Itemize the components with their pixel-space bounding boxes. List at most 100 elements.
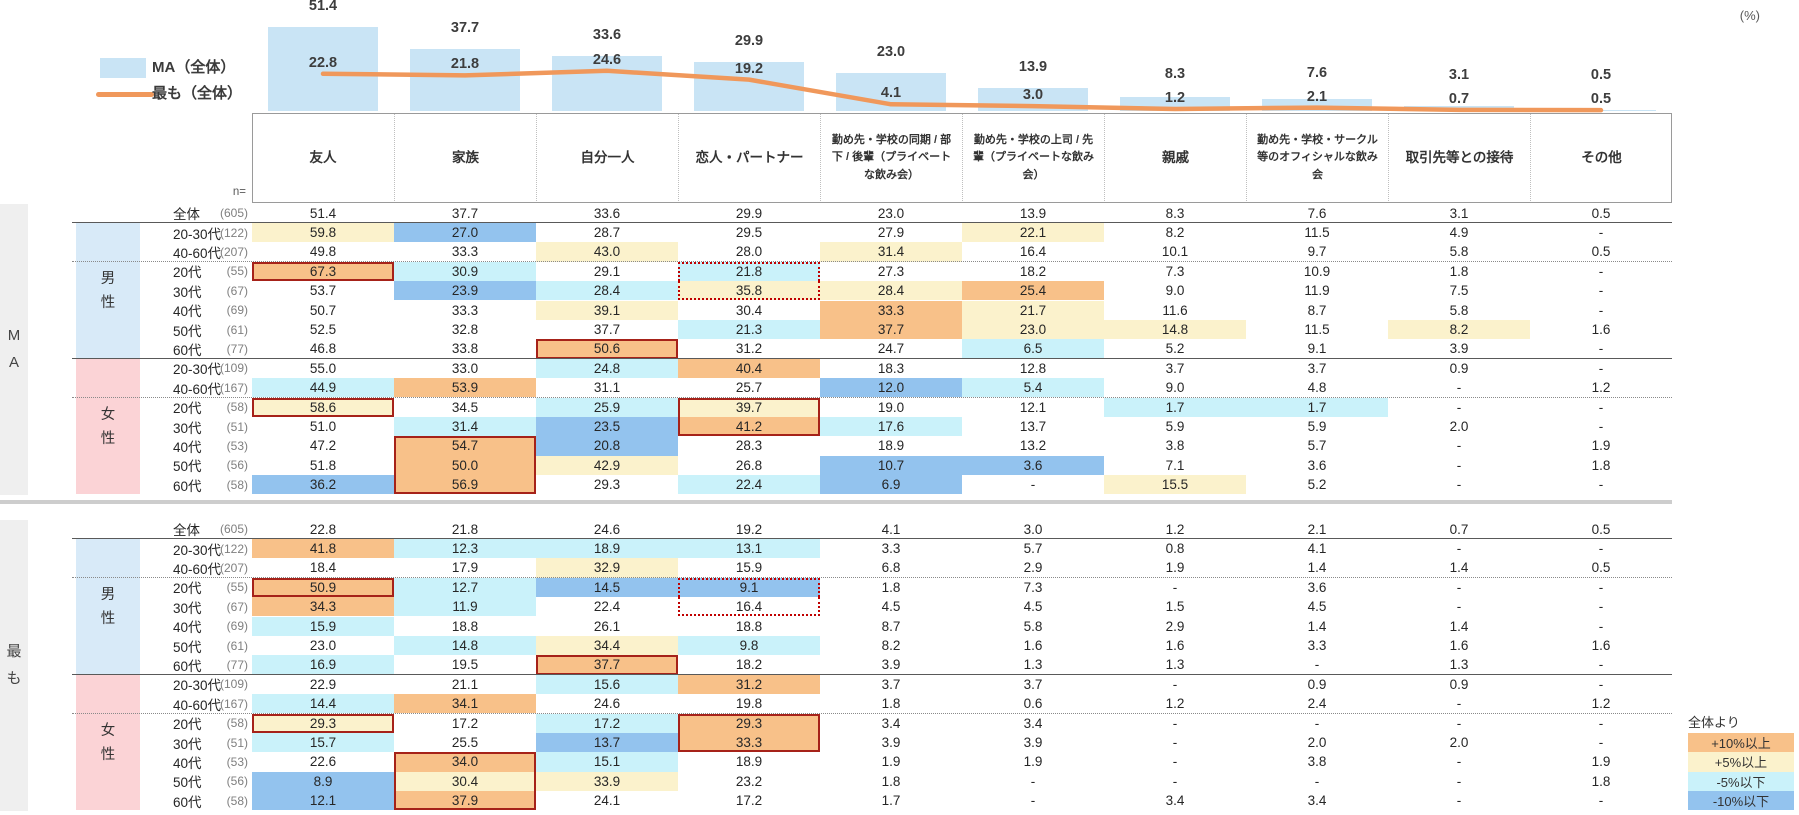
bar-value-label: 29.9 <box>734 33 764 50</box>
cell-value: 15.9 <box>735 560 763 576</box>
row-n-count: (167) <box>219 380 248 395</box>
cell-highlight <box>252 713 394 733</box>
cell-value: 1.3 <box>1449 657 1469 673</box>
cell-value: 37.7 <box>593 657 621 673</box>
row-n-count: (207) <box>219 560 248 575</box>
cell-highlight <box>962 281 1104 301</box>
row-n-count: (51) <box>226 735 248 750</box>
cell-value: - <box>1598 225 1604 241</box>
cell-value: 21.8 <box>735 263 763 279</box>
row-label: 20代 <box>173 717 202 733</box>
cell-value: 53.7 <box>309 283 337 299</box>
cell-highlight <box>536 752 678 772</box>
cell-red-box <box>394 436 536 456</box>
column-header: 友人 <box>309 150 337 166</box>
cell-value: 17.2 <box>593 715 621 731</box>
row-n-count: (69) <box>226 303 248 318</box>
cell-highlight <box>394 635 536 656</box>
row-label: 60代 <box>173 343 202 358</box>
cell-value: 15.9 <box>309 618 337 634</box>
cell-value: 2.9 <box>1023 560 1043 576</box>
cell-value: 21.8 <box>451 521 479 537</box>
cell-value: 9.8 <box>739 638 759 654</box>
row-label: 20代 <box>173 581 202 597</box>
row-label: 50代 <box>173 459 202 475</box>
cell-value: 1.6 <box>1449 638 1469 654</box>
cell-value: 3.7 <box>881 676 901 692</box>
cell-highlight <box>252 732 394 753</box>
cell-red-box <box>536 655 678 675</box>
highlight-legend-title: 全体より <box>1688 715 1740 730</box>
cell-value: 2.4 <box>1307 696 1327 712</box>
cell-value: 33.0 <box>451 360 479 376</box>
row-n-count: (109) <box>219 361 248 376</box>
cell-value: 33.9 <box>593 773 621 789</box>
cell-highlight <box>536 242 678 262</box>
cell-red-box <box>394 455 536 476</box>
row-n-count: (58) <box>226 716 248 731</box>
cell-highlight <box>678 577 820 598</box>
cell-value: 33.3 <box>451 302 479 318</box>
cell-value: 4.5 <box>881 599 901 615</box>
cell-value: - <box>1030 773 1036 789</box>
row-label: 20代 <box>173 401 202 417</box>
row-separator <box>72 576 1672 578</box>
cell-value: 4.8 <box>1307 380 1327 396</box>
male-group-label: 男 性 <box>100 270 116 311</box>
cell-red-box <box>252 577 394 598</box>
cell-highlight <box>536 538 678 559</box>
cell-value: 27.9 <box>877 225 905 241</box>
cell-value: 0.9 <box>1449 360 1469 376</box>
cell-value: 1.4 <box>1307 560 1327 576</box>
cell-value: 1.9 <box>881 754 901 770</box>
cell-value: 13.7 <box>1019 419 1047 435</box>
cell-value: 25.4 <box>1019 283 1047 299</box>
row-n-count: (122) <box>219 225 248 240</box>
cell-value: 11.9 <box>452 599 478 615</box>
cell-value: 12.0 <box>877 380 905 396</box>
cell-value: 1.2 <box>1165 521 1185 537</box>
highlight-legend-item: +5%以上 <box>1688 752 1794 772</box>
cell-highlight <box>536 281 678 301</box>
cell-value: 24.7 <box>877 341 905 357</box>
cell-red-box <box>536 339 678 359</box>
section-label: M A <box>7 327 21 371</box>
cell-value: 2.9 <box>1165 618 1185 634</box>
line-series-swatch-icon <box>96 92 154 97</box>
cell-highlight <box>394 281 536 301</box>
cell-value: 19.2 <box>735 521 763 537</box>
cell-value: 33.3 <box>877 302 905 318</box>
cell-value: 37.7 <box>593 322 621 338</box>
cell-value: 1.3 <box>1023 657 1043 673</box>
cell-value: 56.9 <box>451 477 479 493</box>
cell-value: 20.8 <box>593 438 621 454</box>
cell-value: 7.5 <box>1449 283 1469 299</box>
cell-value: - <box>1456 457 1462 473</box>
row-label: 40代 <box>173 440 202 455</box>
highlight-legend-item: +10%以上 <box>1688 732 1794 753</box>
cell-value: 58.6 <box>309 399 337 415</box>
cell-value: 31.4 <box>877 244 905 260</box>
line-value-label: 3.0 <box>1022 87 1044 104</box>
cell-highlight <box>536 436 678 456</box>
cell-highlight <box>394 694 536 714</box>
row-n-count: (69) <box>226 619 248 634</box>
cell-value: 14.5 <box>593 579 621 595</box>
cell-highlight <box>678 635 820 656</box>
cell-highlight <box>678 416 820 437</box>
cell-value: 6.5 <box>1023 341 1043 357</box>
cell-value: 34.3 <box>309 599 337 615</box>
cell-value: 50.7 <box>309 302 337 318</box>
row-label: 30代 <box>173 736 202 752</box>
row-label: 40代 <box>173 620 202 636</box>
cell-highlight <box>252 538 394 559</box>
cell-highlight <box>394 222 536 243</box>
female-group-strip <box>76 674 140 811</box>
line-value-label: 1.2 <box>1164 90 1186 107</box>
cell-value: 3.6 <box>1307 457 1327 473</box>
cell-highlight <box>962 319 1104 340</box>
cell-value: 44.9 <box>309 380 337 396</box>
cell-value: 1.9 <box>1591 438 1611 454</box>
cell-value: 5.9 <box>1165 419 1185 435</box>
cell-value: 1.7 <box>1307 399 1327 415</box>
